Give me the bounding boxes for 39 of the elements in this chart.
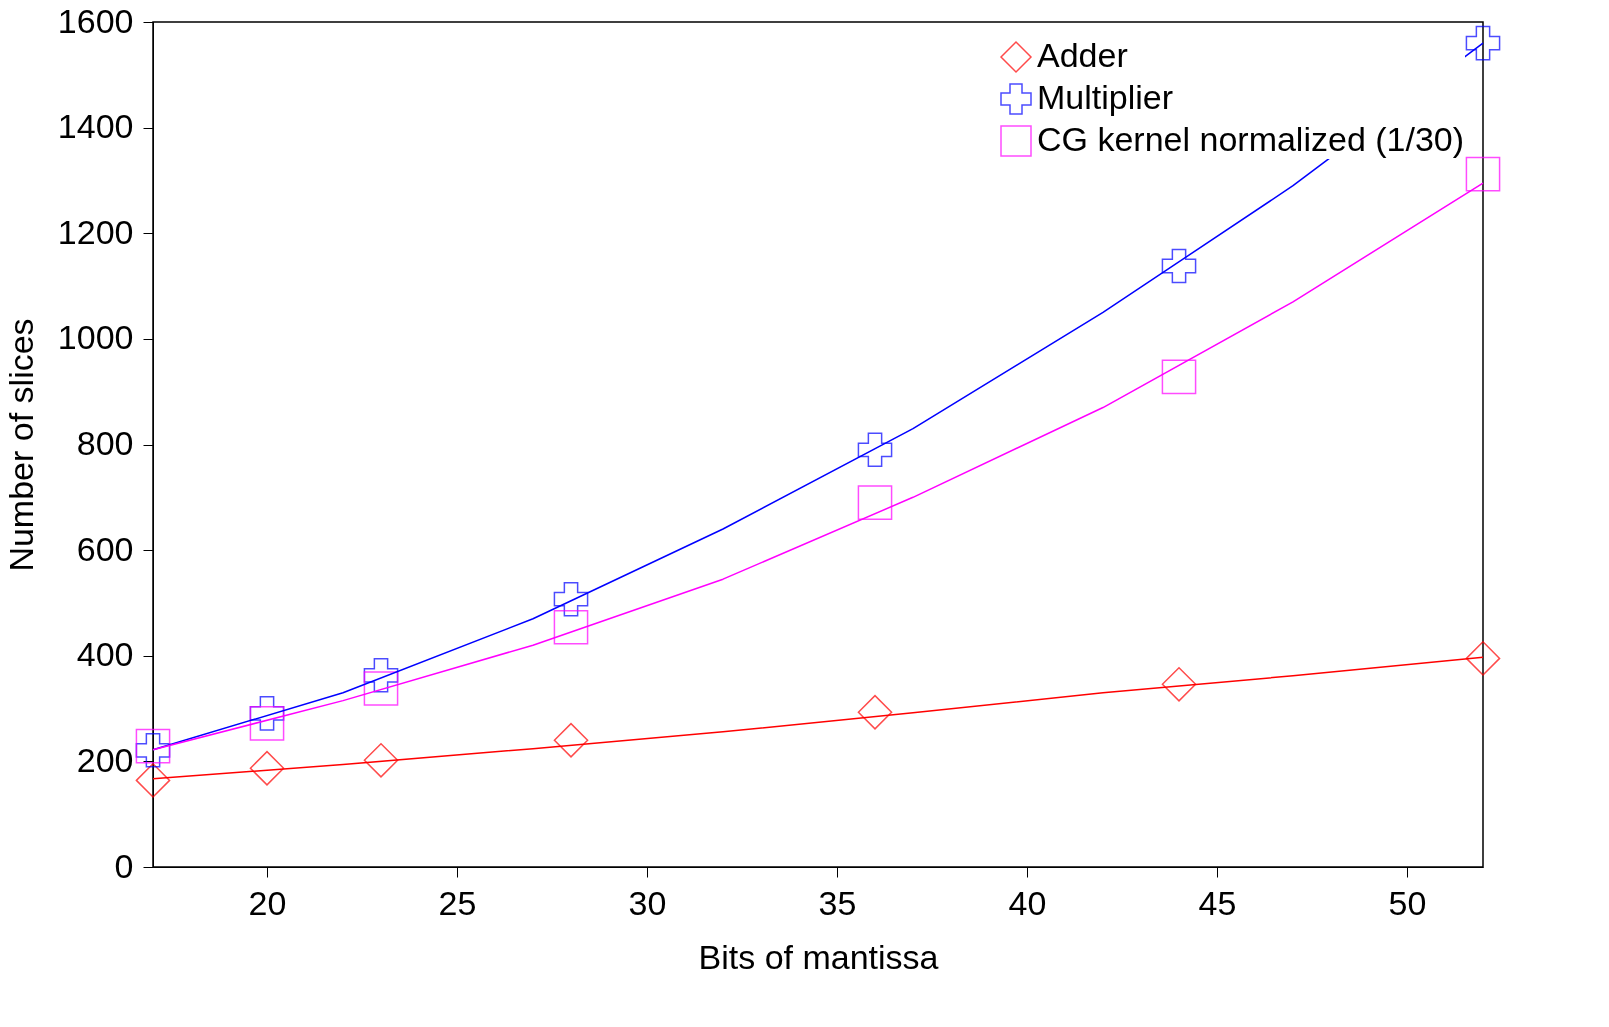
point xyxy=(1161,666,1197,702)
point xyxy=(1465,156,1501,192)
point xyxy=(363,742,399,778)
x-tick-label: 40 xyxy=(1008,883,1047,922)
x-tick-label: 45 xyxy=(1198,883,1237,922)
x-tick-label: 35 xyxy=(818,883,857,922)
point xyxy=(1465,25,1501,61)
point xyxy=(363,671,399,706)
y-tick-label: 800 xyxy=(76,424,134,462)
point xyxy=(553,722,589,758)
point xyxy=(249,750,285,786)
point xyxy=(1161,359,1197,395)
x-tick-label: 25 xyxy=(438,883,477,922)
point xyxy=(857,432,893,468)
legend-label: Adder xyxy=(1037,36,1128,74)
y-tick-label: 1200 xyxy=(57,212,134,251)
y-tick-label: 600 xyxy=(76,529,134,568)
x-tick-label: 50 xyxy=(1388,883,1427,922)
point xyxy=(1465,641,1501,676)
point xyxy=(553,609,589,645)
x-axis-title: Bits of mantissa xyxy=(698,937,939,976)
x-tick-label: 30 xyxy=(628,883,667,922)
point xyxy=(135,763,171,798)
point xyxy=(857,485,893,520)
x-tick-label: 20 xyxy=(248,883,287,922)
y-tick-label: 1400 xyxy=(57,107,134,146)
legend-label: Multiplier xyxy=(1037,78,1174,116)
y-tick-label: 200 xyxy=(76,740,134,779)
point xyxy=(249,706,285,741)
point xyxy=(363,657,399,693)
y-tick-label: 1000 xyxy=(57,318,134,357)
y-tick-label: 1600 xyxy=(57,1,134,40)
point xyxy=(1161,248,1197,284)
point xyxy=(553,581,589,617)
y-axis-title: Number of slices xyxy=(1,318,40,572)
y-tick-label: 0 xyxy=(114,846,134,885)
legend-label: CG kernel normalized (1/30) xyxy=(1037,120,1465,158)
y-tick-label: 400 xyxy=(76,635,134,674)
point xyxy=(857,694,893,730)
